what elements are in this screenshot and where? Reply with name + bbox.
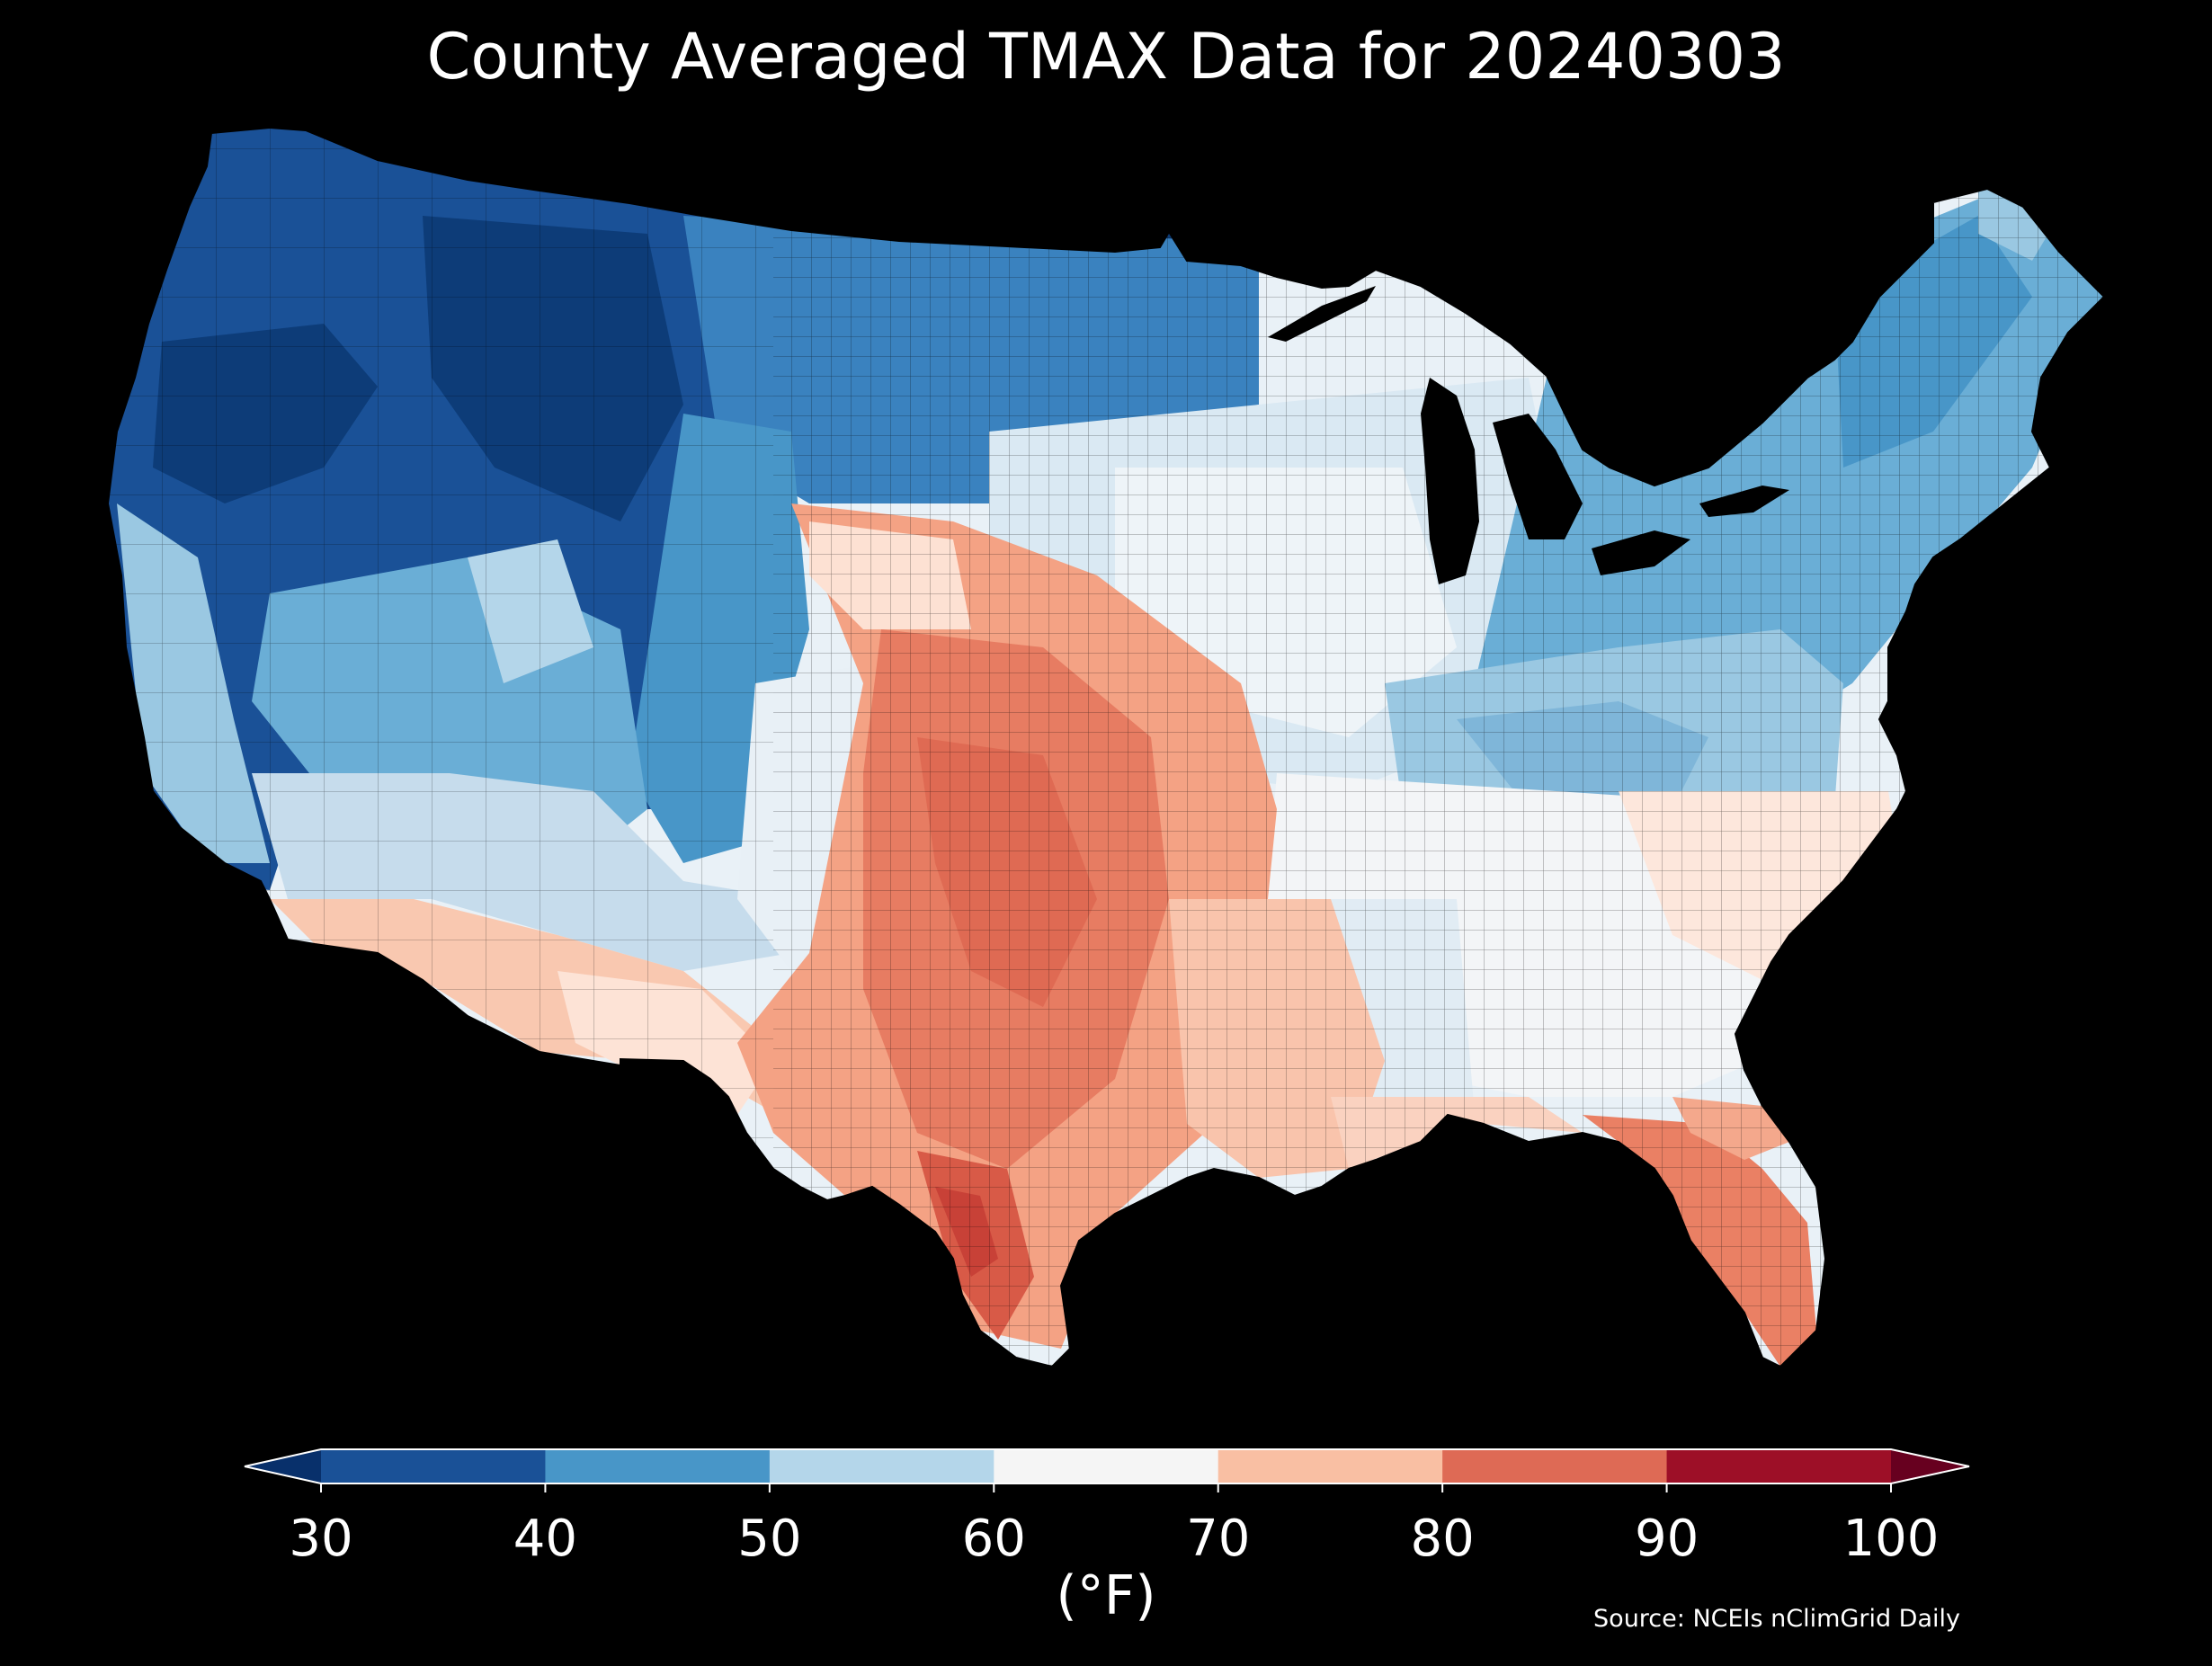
colorbar-tick-label: 80	[1411, 1510, 1475, 1568]
temperature-field	[108, 128, 2104, 1367]
map-title: County Averaged TMAX Data for 20240303	[426, 20, 1786, 94]
colorbar-tick-label: 90	[1635, 1510, 1699, 1568]
us-county-map	[106, 126, 2106, 1368]
great-lakes	[1268, 286, 1789, 584]
colorbar-tick-label: 40	[513, 1510, 577, 1568]
colorbar-units-label: (°F)	[1056, 1564, 1156, 1627]
source-credit: Source: NCEIs nClimGrid Daily	[1593, 1605, 1960, 1633]
colorbar-tick-label: 50	[737, 1510, 801, 1568]
colorbar-tick-label: 100	[1843, 1510, 1940, 1568]
colorbar-tick-label: 30	[289, 1510, 352, 1568]
